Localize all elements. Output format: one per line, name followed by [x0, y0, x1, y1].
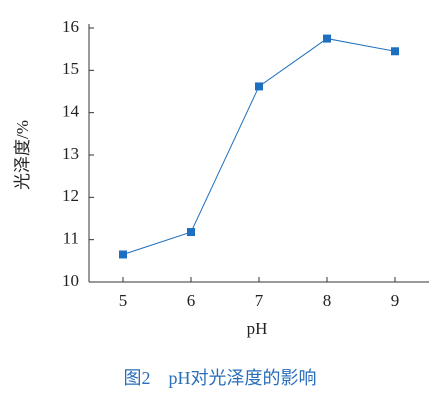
y-tick-label: 11: [63, 229, 79, 248]
x-tick-label: 5: [119, 291, 128, 310]
data-point: [119, 250, 127, 259]
x-axis-label: pH: [247, 319, 268, 338]
data-point: [255, 82, 263, 91]
x-tick-label: 6: [187, 291, 196, 310]
x-tick-label: 8: [323, 291, 332, 310]
y-tick-label: 16: [62, 17, 79, 36]
x-tick-label: 9: [391, 291, 400, 310]
data-point: [391, 47, 399, 56]
caption: 图2 pH对光泽度的影响: [124, 368, 317, 388]
y-tick-label: 14: [62, 102, 80, 121]
x-tick-label: 7: [255, 291, 264, 310]
y-tick-label: 12: [62, 186, 79, 205]
data-line: [122, 38, 396, 255]
y-tick-label: 15: [62, 59, 79, 78]
y-tick-label: 10: [62, 271, 79, 290]
data-point: [323, 34, 331, 43]
data-point: [187, 228, 195, 237]
y-axis-label: 光泽度/%: [13, 120, 32, 190]
y-tick-label: 13: [62, 144, 79, 163]
